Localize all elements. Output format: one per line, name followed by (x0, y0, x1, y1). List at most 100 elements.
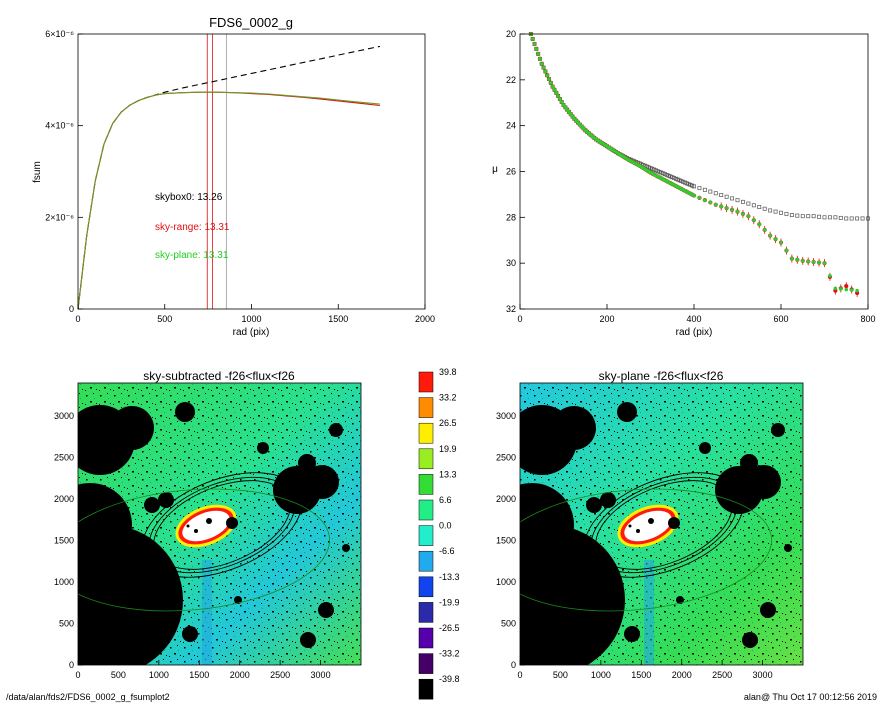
mu-point-sky-plane (844, 287, 849, 292)
ytick-label: 1500 (496, 536, 516, 546)
mu-point-sky-plane (828, 273, 832, 278)
mu-point-skybox (784, 211, 789, 216)
ytick-label: 2000 (54, 494, 74, 504)
colorbar-swatch (418, 474, 434, 495)
ytick-label: 2500 (496, 453, 516, 463)
ytick-label: 1000 (496, 577, 516, 587)
fsum-panel: FDS6_0002_g 0 500 1000 1500 2000 0 2×10⁻⁶ 4×10… (32, 15, 435, 338)
annotation-sky-plane: sky-plane: 13.31 (155, 250, 229, 261)
mu-point-sky-plane (538, 57, 542, 61)
colorbar-swatch (418, 422, 434, 444)
xtick-label: 500 (553, 670, 568, 680)
ytick-label: 30 (506, 258, 516, 268)
ytick-label: 500 (501, 619, 516, 629)
mu-point-sky-plane (757, 222, 762, 227)
mu-point-sky-plane (800, 259, 805, 263)
mu-profile-panel: 0 200 400 600 800 20 22 24 26 28 30 32 rad (pix) μ (492, 29, 875, 338)
mu-point-sky-plane (817, 260, 821, 265)
colorbar-swatch (418, 371, 434, 393)
footer-timestamp: alan@ Thu Oct 17 00:12:56 2019 (743, 692, 877, 702)
mu-xlabel: rad (pix) (676, 327, 713, 338)
mu-point-sky-plane (735, 209, 740, 214)
ytick-label: 2×10⁻⁶ (45, 212, 74, 222)
ytick-label: 2500 (54, 453, 74, 463)
xtick-label: 1500 (189, 670, 209, 680)
mu-point-skybox (860, 216, 865, 221)
xtick-label: 2000 (415, 314, 435, 324)
xtick-label: 1000 (591, 670, 611, 680)
mu-point-skybox (827, 215, 832, 220)
mu-point-skybox (730, 196, 735, 201)
mu-point-sky-plane (724, 206, 729, 210)
colorbar-swatch (418, 602, 434, 623)
ytick-label: 6×10⁻⁶ (45, 29, 74, 39)
sky-subtracted-title: sky-subtracted -f26<flux<f26 (143, 369, 295, 383)
mu-point-sky-plane (773, 237, 778, 241)
mu-point-skybox (806, 214, 811, 219)
mu-point-skybox (702, 187, 707, 192)
ytick-label: 0 (511, 660, 516, 670)
mu-point-skybox (724, 194, 729, 199)
colorbar-swatch (418, 550, 434, 572)
mu-point-sky-range (844, 283, 849, 289)
colorbar-swatch (418, 499, 434, 521)
mu-point-sky-plane (790, 256, 794, 261)
mu-point-skybox (779, 210, 783, 215)
mu-point-sky-plane (762, 228, 767, 232)
mu-point-sky-plane (697, 196, 702, 200)
colorbar-label: 26.5 (439, 418, 457, 428)
colorbar-label: 0.0 (439, 521, 452, 531)
fsum-plot-frame (77, 33, 426, 310)
xtick-label: 1500 (631, 670, 651, 680)
mu-point-sky-plane (784, 248, 789, 253)
ytick-label: 24 (506, 121, 516, 131)
mu-point-sky-plane (541, 65, 546, 70)
ytick-label: 0 (69, 660, 74, 670)
ytick-label: 500 (59, 619, 74, 629)
mu-point-skybox (838, 215, 843, 220)
mu-point-skybox (692, 184, 696, 189)
mu-point-skybox (855, 216, 860, 221)
footer-path: /data/alan/fds2/FDS6_0002_g_fsumplot2 (6, 692, 170, 702)
mu-point-skybox (719, 193, 724, 197)
ytick-label: 1500 (54, 536, 74, 546)
mu-point-skybox (800, 214, 805, 219)
fsum-ylabel: fsum (32, 161, 43, 183)
annotation-sky-range: sky-range: 13.31 (155, 222, 230, 233)
mu-point-sky-plane (855, 288, 859, 293)
mu-point-sky-plane (806, 259, 810, 264)
sky-subtracted-image-panel: sky-subtracted -f26<flux<f26 (54, 369, 362, 680)
mu-point-skybox (822, 215, 827, 220)
ytick-label: 2000 (496, 494, 516, 504)
sky-plane-frame (519, 382, 804, 666)
mu-point-skybox (817, 214, 822, 219)
colorbar-label: -39.8 (439, 674, 460, 684)
mu-point-sky-plane (692, 193, 696, 198)
colorbar-swatch (418, 525, 434, 546)
mu-point-skybox (757, 205, 762, 209)
mu-point-sky-plane (713, 202, 718, 207)
colorbar-label: 13.3 (439, 469, 457, 479)
colorbar-label: 6.6 (439, 495, 452, 505)
ytick-label: 32 (506, 304, 516, 314)
mu-point-skybox (833, 215, 838, 220)
xtick-label: 2000 (230, 670, 250, 680)
sky-plane-title: sky-plane -f26<flux<f26 (599, 369, 724, 383)
xtick-label: 1500 (328, 314, 348, 324)
mu-point-skybox (773, 209, 778, 214)
mu-point-sky-plane (795, 257, 800, 262)
fsum-series-line-2 (77, 91, 380, 310)
colorbar-swatch (418, 448, 434, 470)
mu-point-sky-plane (559, 100, 564, 104)
mu-point-sky-plane (822, 261, 827, 265)
mu-point-sky-plane (543, 69, 548, 74)
colorbar-label: 39.8 (439, 367, 457, 377)
mu-point-skybox (708, 189, 713, 194)
ytick-label: 22 (506, 75, 516, 85)
mu-point-skybox (795, 213, 800, 218)
mu-point-skybox (746, 201, 751, 206)
colorbar: 39.8 33.2 26.5 19.9 13.3 6.6 0.0 -6.6 -13.3 -19.9… (418, 367, 460, 700)
mu-point-skybox (735, 198, 740, 203)
xtick-label: 2500 (712, 670, 732, 680)
mu-point-sky-plane (547, 77, 551, 81)
